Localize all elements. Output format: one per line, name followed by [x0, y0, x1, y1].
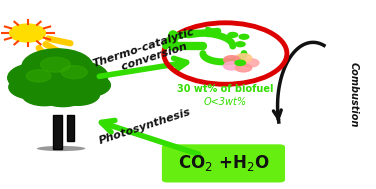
Circle shape	[64, 74, 111, 97]
Circle shape	[56, 84, 100, 105]
Circle shape	[41, 57, 70, 72]
Circle shape	[224, 56, 240, 64]
Circle shape	[243, 59, 259, 67]
Circle shape	[239, 34, 249, 39]
Text: CO$_2$ +H$_2$O: CO$_2$ +H$_2$O	[178, 153, 269, 173]
Circle shape	[224, 62, 240, 70]
Circle shape	[22, 83, 67, 106]
Circle shape	[47, 72, 101, 99]
FancyBboxPatch shape	[67, 115, 74, 141]
Text: Photosynthesis: Photosynthesis	[98, 107, 193, 146]
Text: Combustion: Combustion	[349, 62, 359, 127]
Circle shape	[235, 64, 252, 72]
Circle shape	[52, 62, 108, 90]
FancyBboxPatch shape	[53, 115, 62, 149]
Circle shape	[39, 82, 87, 107]
Text: O<3wt%: O<3wt%	[204, 97, 247, 107]
Circle shape	[26, 70, 51, 82]
Ellipse shape	[37, 146, 85, 151]
Text: Thermo-catalytic
    conversion: Thermo-catalytic conversion	[91, 27, 199, 80]
Circle shape	[10, 24, 45, 42]
Circle shape	[235, 60, 246, 65]
Circle shape	[235, 42, 245, 47]
Circle shape	[8, 63, 66, 92]
Circle shape	[22, 49, 93, 84]
Circle shape	[235, 54, 252, 62]
Circle shape	[228, 33, 238, 37]
FancyBboxPatch shape	[162, 144, 285, 183]
Circle shape	[21, 72, 82, 102]
Circle shape	[61, 66, 87, 79]
Circle shape	[9, 75, 58, 99]
Text: 30 wt% of biofuel: 30 wt% of biofuel	[177, 84, 274, 94]
